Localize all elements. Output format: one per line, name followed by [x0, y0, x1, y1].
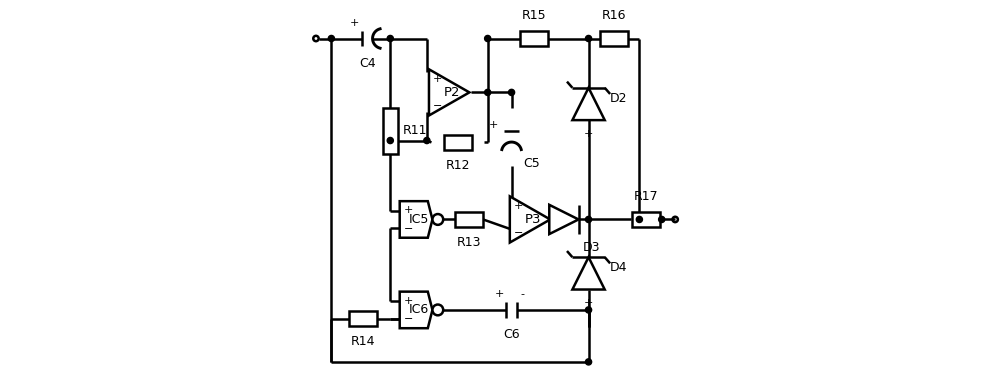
Text: R11: R11	[403, 124, 427, 137]
Circle shape	[328, 35, 334, 42]
Text: R16: R16	[602, 9, 626, 22]
Text: P3: P3	[525, 213, 541, 226]
Bar	[632, 212, 660, 227]
Circle shape	[432, 305, 443, 315]
Bar	[520, 31, 548, 46]
Text: R17: R17	[634, 190, 659, 203]
Text: +: +	[404, 296, 413, 306]
Polygon shape	[572, 88, 605, 120]
Text: R15: R15	[522, 9, 546, 22]
Bar	[455, 212, 483, 227]
Circle shape	[585, 216, 592, 223]
Text: D3: D3	[583, 241, 601, 254]
Polygon shape	[549, 205, 579, 234]
Text: −: −	[433, 101, 442, 111]
Circle shape	[585, 359, 592, 365]
Bar	[600, 31, 628, 46]
Text: C6: C6	[503, 328, 520, 341]
Polygon shape	[400, 201, 432, 238]
Circle shape	[585, 307, 592, 313]
Polygon shape	[400, 292, 432, 328]
Text: C4: C4	[359, 57, 375, 70]
Circle shape	[636, 216, 642, 223]
Text: +: +	[404, 205, 413, 215]
Text: +: +	[584, 298, 593, 308]
Circle shape	[432, 214, 443, 225]
Circle shape	[387, 35, 393, 42]
Text: +: +	[350, 18, 360, 28]
Text: D4: D4	[610, 261, 627, 274]
Bar	[383, 108, 398, 154]
Bar	[444, 135, 472, 150]
Text: P2: P2	[444, 86, 461, 99]
Circle shape	[508, 89, 515, 95]
Text: −: −	[404, 224, 413, 234]
Text: −: −	[404, 314, 413, 324]
Polygon shape	[572, 257, 605, 290]
Text: R13: R13	[457, 236, 481, 249]
Circle shape	[485, 35, 491, 42]
Text: IC5: IC5	[409, 213, 429, 226]
Polygon shape	[429, 69, 469, 116]
Text: +: +	[514, 201, 523, 211]
Text: −: −	[514, 228, 523, 238]
Circle shape	[585, 35, 592, 42]
Circle shape	[387, 137, 393, 144]
Text: R14: R14	[351, 335, 376, 348]
Text: D2: D2	[610, 92, 627, 105]
Circle shape	[424, 137, 430, 144]
Text: C5: C5	[523, 157, 540, 171]
Text: +: +	[433, 74, 442, 84]
Bar	[349, 311, 377, 326]
Circle shape	[659, 216, 665, 223]
Circle shape	[485, 89, 491, 95]
Text: +: +	[489, 120, 498, 130]
Text: -: -	[520, 289, 524, 299]
Text: IC6: IC6	[409, 303, 429, 316]
Polygon shape	[510, 196, 550, 243]
Text: +: +	[495, 289, 504, 299]
Text: R12: R12	[445, 159, 470, 172]
Text: +: +	[584, 129, 593, 139]
